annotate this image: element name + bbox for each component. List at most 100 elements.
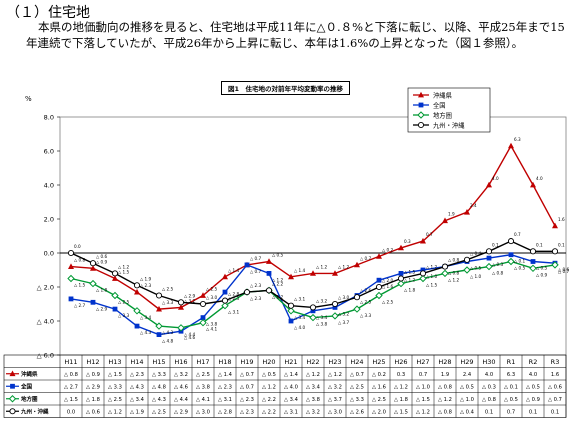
national-point — [508, 252, 514, 258]
regional-data-label: △ 1.8 — [404, 288, 416, 293]
x-tick-label: H14 — [130, 358, 143, 366]
okinawa-data-label: 4.0 — [492, 176, 499, 181]
data-table-cell: △ 1.2 — [416, 409, 430, 415]
data-table-cell: △ 3.1 — [284, 409, 298, 415]
okinawa-point — [398, 244, 404, 251]
regional-point — [287, 307, 295, 315]
okinawa-data-label: △ 2.5 — [206, 287, 218, 292]
data-table-cell: △ 0.9 — [86, 372, 100, 378]
regional-data-label: △ 0.9 — [536, 272, 548, 277]
kyushu-okinawa-data-label: △ 3.1 — [294, 297, 306, 302]
okinawa-data-label: △ 1.5 — [118, 270, 130, 275]
data-table-series-marker — [9, 408, 16, 415]
national-data-label: △ 4.3 — [140, 330, 152, 335]
x-tick-label: R3 — [551, 358, 560, 366]
national-data-label: △ 2.9 — [96, 306, 108, 311]
data-table-cell: 4.0 — [529, 372, 537, 378]
x-tick-label: H29 — [460, 358, 473, 366]
regional-point — [375, 291, 383, 300]
x-tick-label: H21 — [284, 358, 297, 366]
regional-point — [419, 274, 427, 283]
kyushu-okinawa-point — [353, 294, 361, 301]
kyushu-okinawa-data-label: △ 2.2 — [272, 281, 284, 286]
data-table-cell: △ 1.4 — [218, 372, 233, 378]
okinawa-point — [376, 253, 382, 259]
data-table-cell: △ 1.9 — [130, 409, 144, 415]
data-table-cell: 0.3 — [397, 372, 405, 378]
national-point — [398, 271, 404, 276]
data-table-cell: △ 0.7 — [240, 384, 254, 390]
okinawa-data-label: 1.9 — [448, 212, 455, 217]
data-table-cell: △ 2.6 — [350, 409, 364, 415]
regional-point — [67, 274, 75, 283]
kyushu-okinawa-point — [397, 275, 405, 282]
okinawa-point — [90, 265, 96, 271]
data-table-cell: △ 2.9 — [86, 384, 100, 390]
data-table-cell: △ 0.6 — [86, 409, 100, 415]
data-table-cell: △ 3.2 — [306, 409, 320, 415]
regional-data-label: △ 3.8 — [316, 322, 328, 327]
national-data-label: △ 4.6 — [184, 335, 196, 340]
national-data-label: △ 0.5 — [470, 266, 482, 271]
national-point — [288, 318, 294, 324]
x-tick-label: H16 — [174, 358, 187, 366]
national-data-label: △ 0.6 — [558, 267, 570, 272]
x-tick-label: H15 — [152, 358, 165, 366]
kyushu-okinawa-point — [133, 282, 141, 289]
data-table-cell: △ 2.5 — [152, 409, 166, 415]
x-tick-label: R1 — [507, 358, 516, 366]
regional-point — [309, 313, 317, 322]
x-tick-label: H22 — [306, 358, 319, 366]
kyushu-okinawa-data-label: △ 3.0 — [206, 295, 218, 300]
data-table-cell: △ 1.5 — [416, 397, 430, 403]
kyushu-okinawa-data-label: △ 0.8 — [448, 258, 460, 263]
data-table-cell: 4.0 — [485, 372, 493, 378]
data-table-cell: △ 0.7 — [548, 397, 562, 403]
national-data-label: △ 3.3 — [118, 313, 130, 318]
national-data-label: △ 2.5 — [360, 300, 372, 305]
kyushu-okinawa-data-label: △ 3.2 — [316, 298, 328, 303]
x-tick-label: H17 — [196, 358, 209, 366]
kyushu-okinawa-point — [419, 270, 427, 277]
x-tick-label: H30 — [482, 358, 495, 366]
kyushu-okinawa-point — [507, 238, 515, 245]
kyushu-okinawa-data-label: △ 1.5 — [404, 270, 416, 275]
chart-title: 図1 住宅地の対前年平均変動率の推移 — [221, 81, 351, 95]
data-table-cell: △ 0.6 — [548, 384, 562, 390]
okinawa-point — [112, 275, 118, 281]
data-table-cell: 0.1 — [529, 409, 537, 415]
section-paragraph: 本県の地価動向の推移を見ると、住宅地は平成11年に△０.８%と下落に転じ、以降、… — [26, 20, 565, 50]
okinawa-point — [486, 181, 492, 188]
okinawa-data-label: △ 0.7 — [250, 256, 262, 261]
data-table-cell: △ 3.2 — [174, 372, 188, 378]
okinawa-point — [310, 270, 316, 276]
national-point — [112, 306, 118, 312]
data-table-cell: △ 0.7 — [350, 372, 364, 378]
regional-data-label: △ 1.2 — [448, 277, 460, 282]
data-table-cell: △ 0.5 — [526, 384, 540, 390]
kyushu-okinawa-data-label: △ 0.4 — [470, 251, 482, 256]
national-point — [420, 267, 426, 273]
data-table-cell: △ 4.4 — [174, 397, 189, 403]
data-table-cell: △ 2.7 — [64, 384, 78, 390]
okinawa-data-label: 2.4 — [470, 203, 477, 208]
kyushu-okinawa-point — [265, 287, 273, 294]
data-table-cell: △ 3.8 — [196, 384, 210, 390]
kyushu-okinawa-point — [331, 300, 339, 308]
data-table-series-name: 九州・沖縄 — [20, 408, 49, 416]
section-heading: （１）住宅地 — [6, 5, 90, 21]
national-point — [134, 323, 140, 329]
data-table-cell: 0.0 — [67, 409, 75, 415]
national-point — [200, 315, 206, 320]
okinawa-point — [530, 181, 536, 188]
data-table-cell: △ 1.6 — [372, 384, 386, 390]
data-table-cell: △ 1.5 — [394, 409, 408, 415]
data-table-cell: △ 4.3 — [130, 384, 144, 390]
legend-label: 全国 — [433, 100, 446, 109]
kyushu-okinawa-data-label: △ 2.5 — [162, 287, 174, 292]
regional-point — [89, 279, 97, 288]
okinawa-data-label: △ 0.5 — [272, 253, 284, 258]
data-table-cell: △ 0.8 — [438, 384, 452, 390]
okinawa-data-label: △ 3.3 — [162, 300, 174, 305]
okinawa-point — [178, 304, 184, 310]
